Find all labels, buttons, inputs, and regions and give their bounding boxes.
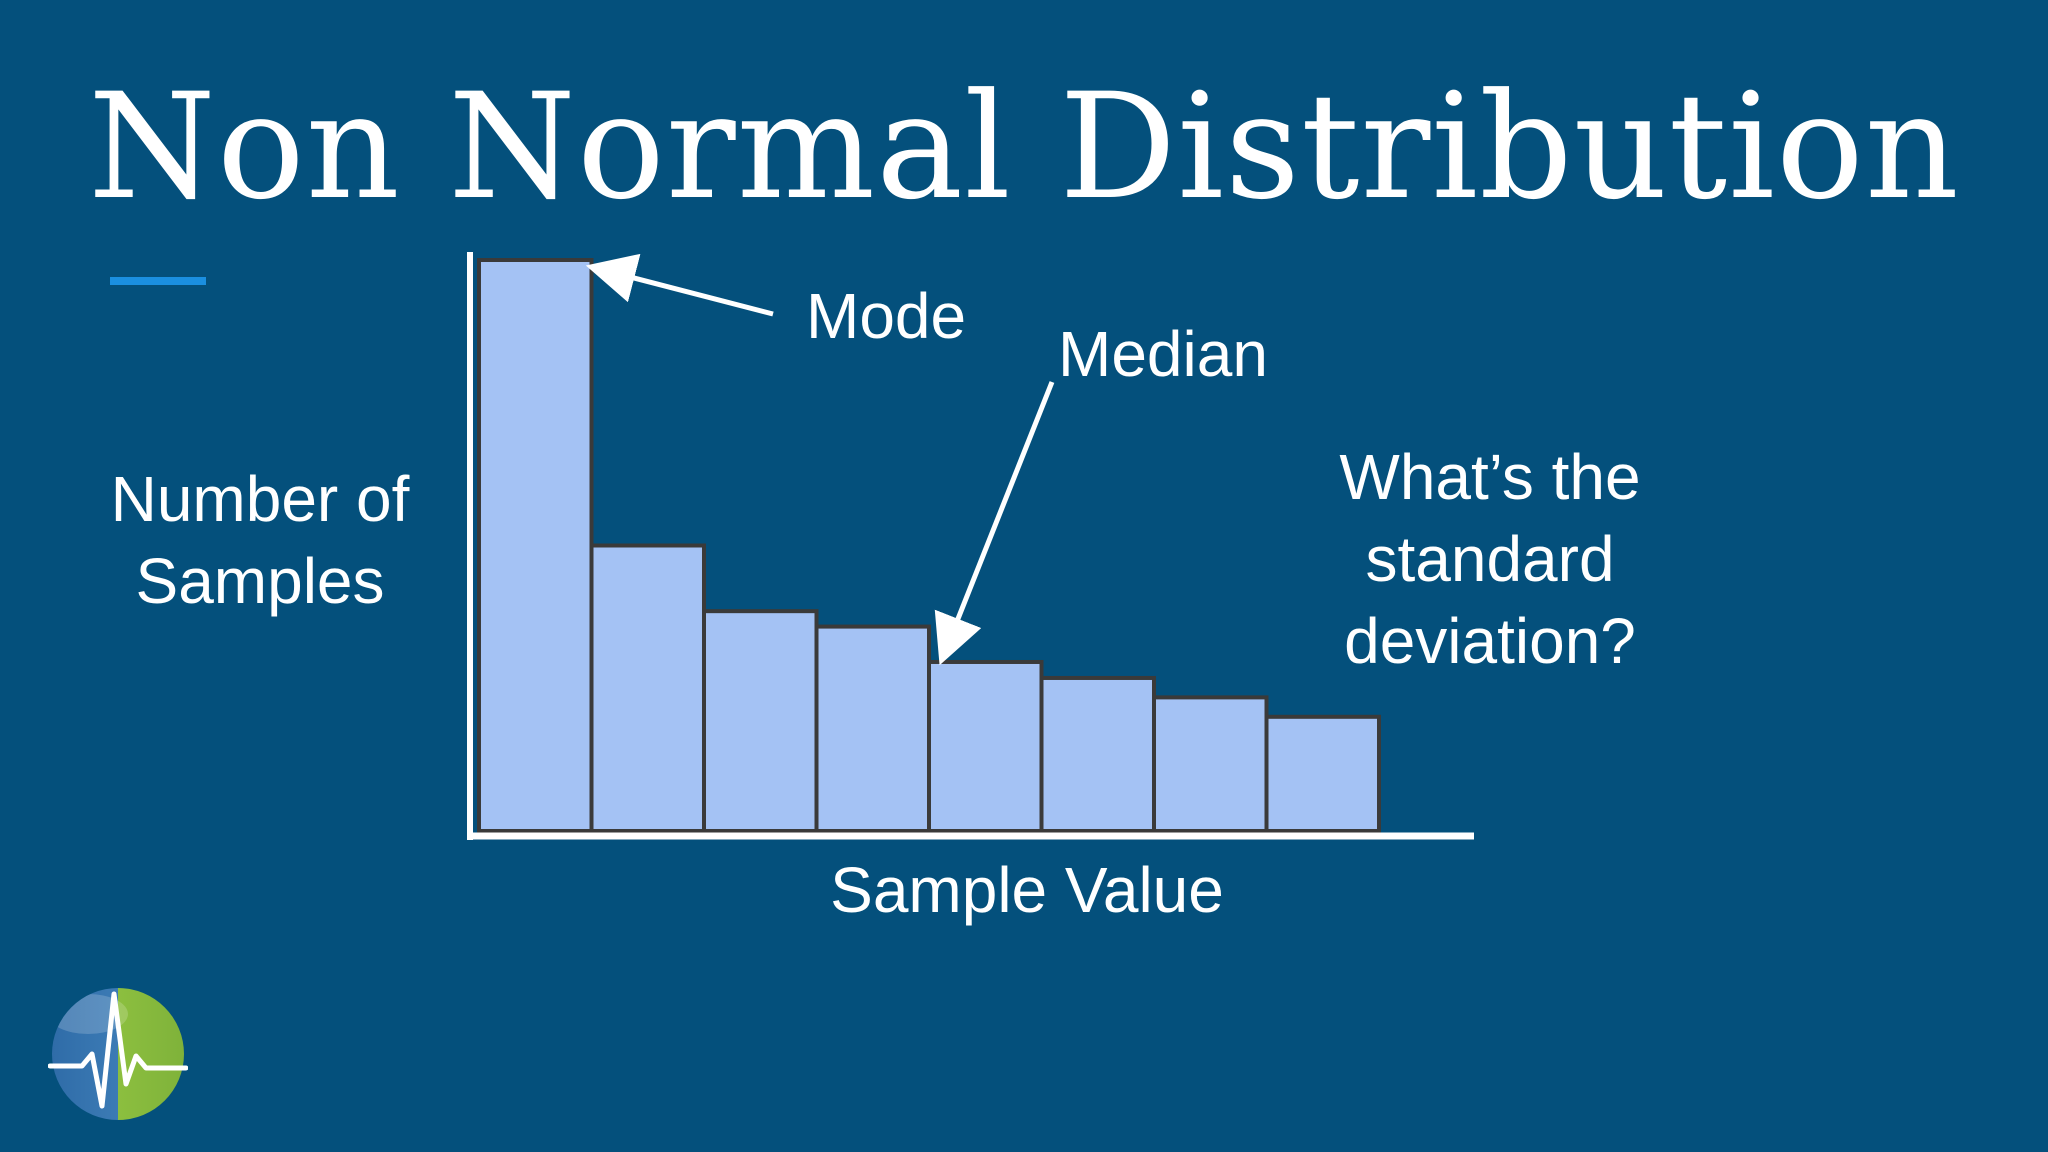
histogram-bar bbox=[477, 258, 594, 833]
y-axis-label-line-2: Samples bbox=[135, 545, 385, 617]
mode-annotation: Mode bbox=[806, 280, 967, 352]
question-line-2: standard bbox=[1365, 523, 1615, 595]
x-axis-label: Sample Value bbox=[830, 854, 1224, 926]
histogram-bar bbox=[702, 609, 819, 833]
question-line-1: What’s the bbox=[1339, 441, 1641, 513]
histogram-bar bbox=[1039, 675, 1156, 833]
title-accent-line bbox=[110, 277, 206, 285]
question-text: What’s the standard deviation? bbox=[1290, 436, 1690, 682]
histogram-bar bbox=[1264, 714, 1381, 833]
mode-arrow bbox=[585, 253, 774, 317]
histogram-bar bbox=[927, 659, 1044, 834]
histogram-bar bbox=[589, 543, 706, 833]
median-annotation: Median bbox=[1058, 318, 1268, 390]
median-arrow bbox=[934, 381, 1055, 666]
question-line-3: deviation? bbox=[1344, 605, 1636, 677]
y-axis-label: Number of Samples bbox=[60, 458, 460, 622]
slide-title: Non Normal Distribution bbox=[88, 62, 1960, 232]
histogram-bar bbox=[1152, 695, 1269, 833]
y-axis-label-line-1: Number of bbox=[110, 463, 410, 535]
histogram-bar bbox=[814, 624, 931, 833]
bars-group bbox=[477, 258, 1381, 834]
heartbeat-globe-icon bbox=[48, 988, 188, 1120]
